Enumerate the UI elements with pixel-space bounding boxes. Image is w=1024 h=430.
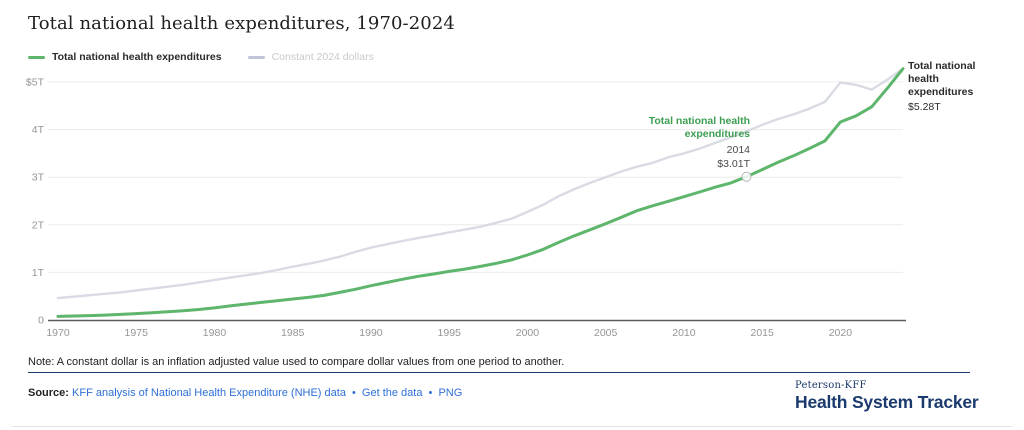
y-tick-label: 4T <box>32 124 45 136</box>
series-line-total-expenditures[interactable] <box>56 67 905 318</box>
y-tick-label: 0 <box>38 315 44 327</box>
bullet-separator: • <box>428 387 433 399</box>
x-tick-label: 2005 <box>594 327 618 339</box>
bullet-separator: • <box>352 387 356 399</box>
tooltip-series-label: Total national health expenditures <box>648 115 750 140</box>
x-tick-label: 2015 <box>750 327 774 339</box>
source-prefix: Source: <box>28 387 69 399</box>
x-tick-label: 1980 <box>203 327 227 339</box>
y-tick-label: $5T <box>26 77 45 89</box>
tooltip-value: $3.01T <box>717 158 750 170</box>
legend-item-total-expenditures[interactable]: Total national health expenditures <box>28 51 222 63</box>
x-tick-label: 1985 <box>281 327 305 339</box>
hover-tooltip: Total national health expenditures 2014 … <box>638 115 750 171</box>
png-link[interactable]: PNG <box>438 387 463 399</box>
series-end-label: Total national health expenditures $5.28… <box>908 60 980 114</box>
tooltip-year: 2014 <box>726 144 750 156</box>
x-tick-label: 2010 <box>672 327 696 339</box>
y-tick-label: 3T <box>32 172 45 184</box>
chart-title: Total national health expenditures, 1970… <box>28 13 455 34</box>
footer-divider <box>28 372 970 373</box>
source-link[interactable]: KFF analysis of National Health Expendit… <box>72 387 346 399</box>
y-tick-label: 1T <box>32 267 45 279</box>
logo-health-system-tracker: Health System Tracker <box>795 392 979 412</box>
legend-label-constant-dollars: Constant 2024 dollars <box>271 51 374 63</box>
y-tick-label: 2T <box>32 219 45 231</box>
x-tick-label: 1990 <box>359 327 383 339</box>
legend-swatch-green <box>28 55 45 59</box>
bottom-divider <box>12 426 1012 427</box>
end-label-series-name: Total national health expenditures <box>908 60 976 98</box>
legend-swatch-gray <box>247 55 265 59</box>
x-tick-label: 1970 <box>46 327 70 339</box>
hover-marker[interactable] <box>741 171 752 182</box>
expenditures-line-chart[interactable]: 0 1T 2T 3T 4T $5T 1970 1975 1980 1985 1990 1995 2000… <box>0 0 1024 345</box>
note-text: Note: A constant dollar is an inflation … <box>28 356 565 368</box>
x-tick-label: 1975 <box>125 327 149 339</box>
x-tick-label: 1995 <box>438 327 462 339</box>
get-the-data-link[interactable]: Get the data <box>361 387 423 399</box>
source-row: Source: KFF analysis of National Health … <box>28 387 462 399</box>
health-system-tracker-logo[interactable]: Peterson-KFF Health System Tracker <box>795 380 979 413</box>
legend-item-constant-dollars[interactable]: Constant 2024 dollars <box>247 51 374 63</box>
legend: Total national health expenditures Const… <box>28 51 374 63</box>
end-label-value: $5.28T <box>908 101 941 113</box>
x-tick-label: 2000 <box>516 327 540 339</box>
series-line-constant-dollars[interactable] <box>56 67 905 300</box>
x-tick-label: 2020 <box>829 327 853 339</box>
legend-label-total-expenditures: Total national health expenditures <box>52 51 222 63</box>
logo-peterson-kff: Peterson-KFF <box>795 380 867 391</box>
